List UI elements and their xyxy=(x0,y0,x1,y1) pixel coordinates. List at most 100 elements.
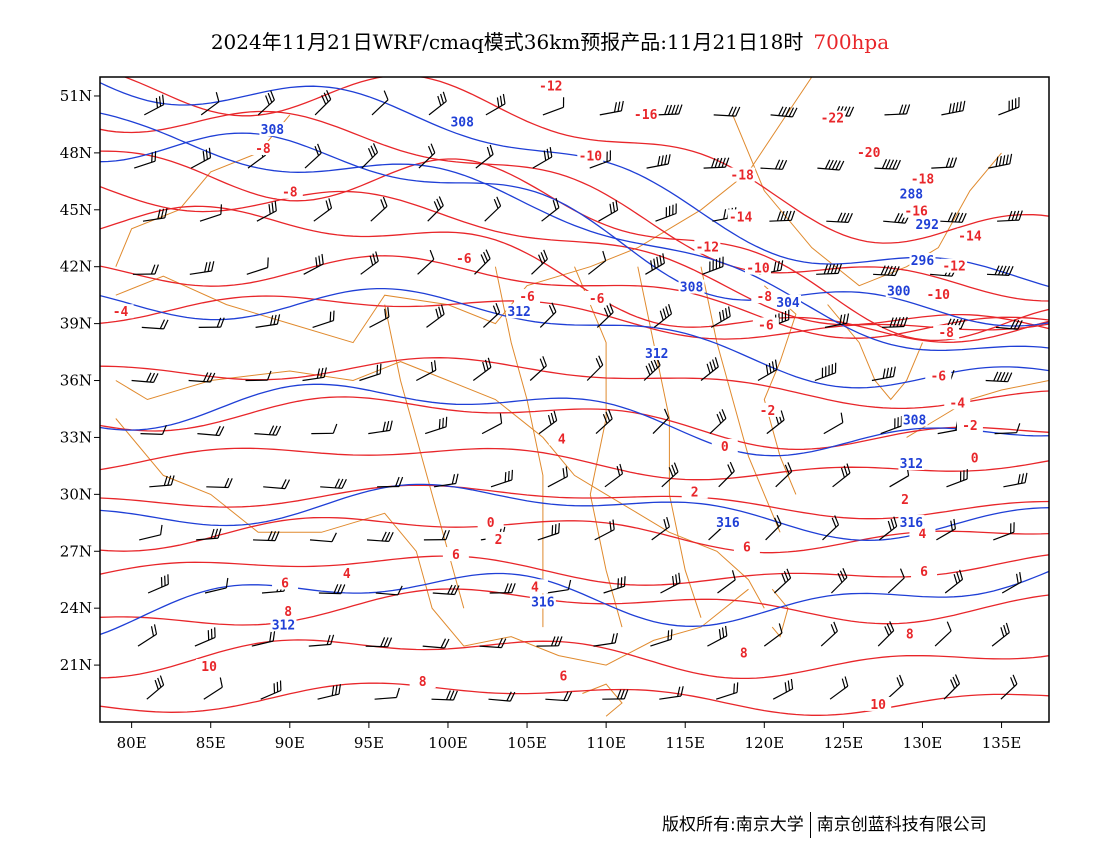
temperature-isotherm xyxy=(100,396,1049,451)
wind-barb-flag xyxy=(718,411,724,422)
wind-barb-flag xyxy=(206,372,212,383)
temperature-label-bg xyxy=(107,304,134,319)
wind-barb-shaft xyxy=(595,418,613,435)
geopotential-isoline xyxy=(100,383,1049,457)
wind-barb-flag xyxy=(834,515,840,526)
wind-barb-flag xyxy=(482,361,486,372)
wind-barb-flag xyxy=(1011,210,1016,221)
wind-barb-flag xyxy=(320,367,324,378)
wind-barb-shaft xyxy=(716,691,738,700)
wind-barb-flag xyxy=(483,251,489,262)
wind-barb-flag xyxy=(275,425,282,436)
wind-barb-flag xyxy=(951,212,957,223)
wind-barb-flag xyxy=(382,196,388,207)
wind-barb-flag xyxy=(325,200,330,211)
wind-barb-flag xyxy=(667,630,670,641)
wind-barb-flag xyxy=(379,363,382,374)
temperature-label-bg xyxy=(514,289,541,304)
wind-barb-shaft xyxy=(985,379,1008,383)
wind-barb-flag xyxy=(662,308,667,319)
wind-barb-flag xyxy=(905,104,911,115)
wind-barb-shaft xyxy=(537,532,559,541)
wind-barb-flag xyxy=(659,310,664,321)
wind-barb-flag xyxy=(899,674,904,685)
wind-barb-shaft xyxy=(889,475,909,488)
wind-barb-flag xyxy=(948,103,952,114)
wind-barb-shaft xyxy=(422,645,445,649)
height-label-bg xyxy=(643,345,670,360)
wind-barb-flag xyxy=(650,360,656,371)
wind-barb-flag xyxy=(678,572,681,583)
temperature-label-bg xyxy=(548,431,575,446)
wind-barb-flag xyxy=(881,159,888,169)
wind-barb-flag xyxy=(830,624,836,634)
wind-barb-flag xyxy=(508,470,510,482)
temperature-label-bg xyxy=(727,209,754,224)
wind-barb-flag xyxy=(271,202,274,213)
wind-barb-flag xyxy=(270,90,275,101)
wind-barb-flag xyxy=(553,410,558,421)
y-tick-label: 30N xyxy=(60,485,92,503)
wind-barb-shaft xyxy=(529,365,547,381)
wind-barb-flag xyxy=(445,529,450,540)
wind-barb-shaft xyxy=(829,685,849,700)
wind-barb-flag xyxy=(666,516,670,527)
wind-barb-flag xyxy=(1013,319,1020,330)
y-tick-label: 21N xyxy=(60,656,92,674)
wind-barb-flag xyxy=(496,196,502,207)
wind-barb-shaft xyxy=(766,419,785,435)
wind-barb-shaft xyxy=(263,486,286,490)
wind-barb-flag xyxy=(372,143,379,153)
temperature-isotherm xyxy=(100,185,1049,330)
wind-barb-flag xyxy=(898,104,904,115)
wind-barb-flag xyxy=(828,159,834,170)
temperature-label: -6 xyxy=(930,370,946,385)
wind-barb-flag xyxy=(659,255,662,266)
temperature-label: -20 xyxy=(857,146,881,161)
x-tick-label: 100E xyxy=(428,734,468,752)
wind-barb-flag xyxy=(837,212,843,223)
wind-barb-flag xyxy=(269,631,272,642)
height-label-bg xyxy=(775,294,802,309)
height-label: 308 xyxy=(903,413,927,428)
height-label-bg xyxy=(885,283,912,298)
wind-barb-flag xyxy=(504,472,507,483)
wind-barb-flag xyxy=(680,686,684,697)
wind-barb-flag xyxy=(665,306,670,317)
wind-barb-flag xyxy=(336,584,342,594)
temperature-label-bg xyxy=(577,148,604,163)
wind-barb-flag xyxy=(1015,210,1020,221)
wind-barb-shaft xyxy=(702,266,724,275)
temperature-label-bg xyxy=(711,438,738,453)
wind-barb-flag xyxy=(780,410,785,421)
wind-barb-flag xyxy=(946,621,952,632)
wind-barb-flag xyxy=(555,197,560,208)
wind-barb-flag xyxy=(440,304,445,315)
wind-barb-shaft xyxy=(873,273,896,277)
wind-barb-flag xyxy=(895,159,901,170)
wind-barb-flag xyxy=(273,314,277,325)
temperature-label-bg xyxy=(550,668,577,683)
wind-barb-shaft xyxy=(488,698,511,702)
wind-barb-flag xyxy=(840,412,844,423)
wind-barb-flag xyxy=(385,420,390,432)
wind-barb-flag xyxy=(961,212,967,223)
boundary-line xyxy=(582,683,623,717)
wind-barb-flag xyxy=(372,253,377,264)
wind-barb-flag xyxy=(598,355,604,366)
wind-barb-flag xyxy=(207,261,211,272)
wind-barb-shaft xyxy=(1001,581,1022,594)
temperature-label: 8 xyxy=(906,628,914,643)
wind-barb-shaft xyxy=(773,577,792,594)
wind-barb-shaft xyxy=(998,106,1020,116)
height-label-bg xyxy=(506,304,533,319)
wind-barb-flag xyxy=(314,145,320,156)
wind-barb-shaft xyxy=(490,479,513,488)
wind-barb-shaft xyxy=(146,684,164,700)
height-label-bg xyxy=(909,253,936,268)
wind-barb-shaft xyxy=(251,640,274,647)
wind-barb-flag xyxy=(440,93,445,104)
wind-barb-flag xyxy=(993,371,999,382)
wind-barb-shaft xyxy=(886,683,904,700)
temperature-label: -6 xyxy=(456,252,472,267)
